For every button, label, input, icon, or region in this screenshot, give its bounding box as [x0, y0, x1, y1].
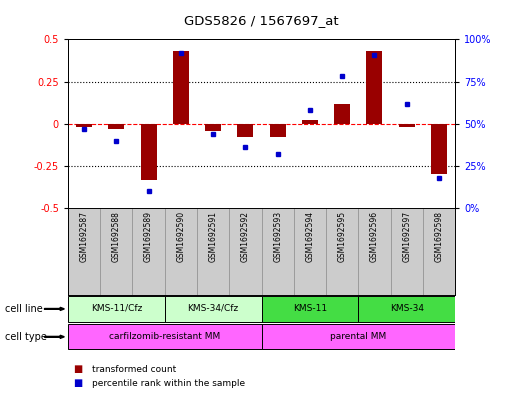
Text: KMS-34: KMS-34 [390, 304, 424, 313]
Text: cell line: cell line [5, 304, 43, 314]
Text: GSM1692597: GSM1692597 [402, 211, 411, 262]
FancyBboxPatch shape [358, 296, 455, 321]
Text: GSM1692587: GSM1692587 [79, 211, 88, 262]
Text: ■: ■ [73, 378, 83, 388]
Text: GSM1692589: GSM1692589 [144, 211, 153, 262]
Bar [431, 124, 447, 174]
Text: GSM1692598: GSM1692598 [435, 211, 444, 262]
Text: GSM1692592: GSM1692592 [241, 211, 250, 262]
Bar [366, 51, 382, 124]
Text: cell type: cell type [5, 332, 47, 342]
Text: GSM1692593: GSM1692593 [273, 211, 282, 262]
Bar [237, 124, 254, 137]
Bar [76, 124, 92, 127]
Text: GSM1692591: GSM1692591 [209, 211, 218, 262]
Bar [269, 124, 286, 137]
Text: ■: ■ [73, 364, 83, 375]
Bar [173, 51, 189, 124]
Text: GSM1692588: GSM1692588 [112, 211, 121, 262]
Text: GDS5826 / 1567697_at: GDS5826 / 1567697_at [184, 14, 339, 27]
Bar [141, 124, 157, 180]
Bar [108, 124, 124, 129]
FancyBboxPatch shape [68, 296, 165, 321]
Text: transformed count: transformed count [92, 365, 176, 374]
Bar [302, 120, 318, 124]
Text: KMS-34/Cfz: KMS-34/Cfz [188, 304, 238, 313]
Text: KMS-11/Cfz: KMS-11/Cfz [90, 304, 142, 313]
Text: KMS-11: KMS-11 [293, 304, 327, 313]
Text: GSM1692595: GSM1692595 [338, 211, 347, 262]
FancyBboxPatch shape [165, 296, 262, 321]
FancyBboxPatch shape [68, 325, 262, 349]
Text: carfilzomib-resistant MM: carfilzomib-resistant MM [109, 332, 220, 341]
Text: GSM1692596: GSM1692596 [370, 211, 379, 262]
Text: percentile rank within the sample: percentile rank within the sample [92, 379, 245, 387]
FancyBboxPatch shape [262, 325, 455, 349]
Bar [334, 103, 350, 124]
Bar [399, 124, 415, 127]
Text: GSM1692594: GSM1692594 [305, 211, 314, 262]
Text: parental MM: parental MM [330, 332, 386, 341]
FancyBboxPatch shape [262, 296, 358, 321]
Text: GSM1692590: GSM1692590 [176, 211, 185, 262]
Bar [205, 124, 221, 130]
